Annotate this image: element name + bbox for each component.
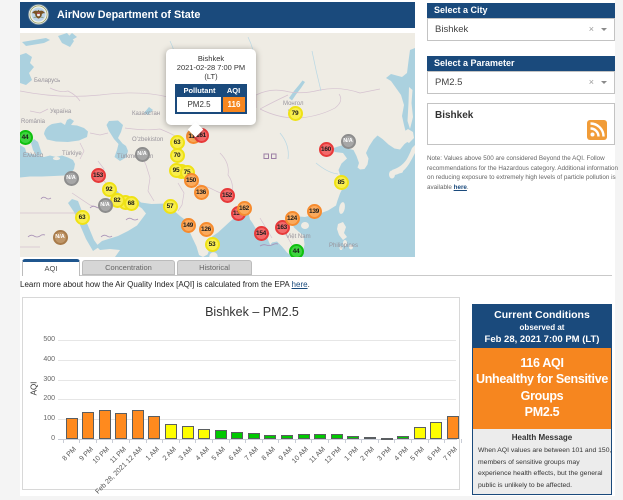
svg-text:O’zbekiston: O’zbekiston <box>132 137 163 143</box>
svg-text:Türkiye: Türkiye <box>62 151 82 157</box>
svg-text:Монгол: Монгол <box>283 101 304 107</box>
svg-text:Việt Nam: Việt Nam <box>286 234 311 240</box>
svg-text:Казахстан: Казахстан <box>132 111 160 117</box>
svg-text:Україна: Україна <box>50 109 72 115</box>
svg-text:România: România <box>21 119 46 125</box>
svg-text:Беларусь: Беларусь <box>34 78 60 84</box>
svg-text:Ελλάδα: Ελλάδα <box>23 152 44 159</box>
svg-text:Philippines: Philippines <box>329 243 358 249</box>
